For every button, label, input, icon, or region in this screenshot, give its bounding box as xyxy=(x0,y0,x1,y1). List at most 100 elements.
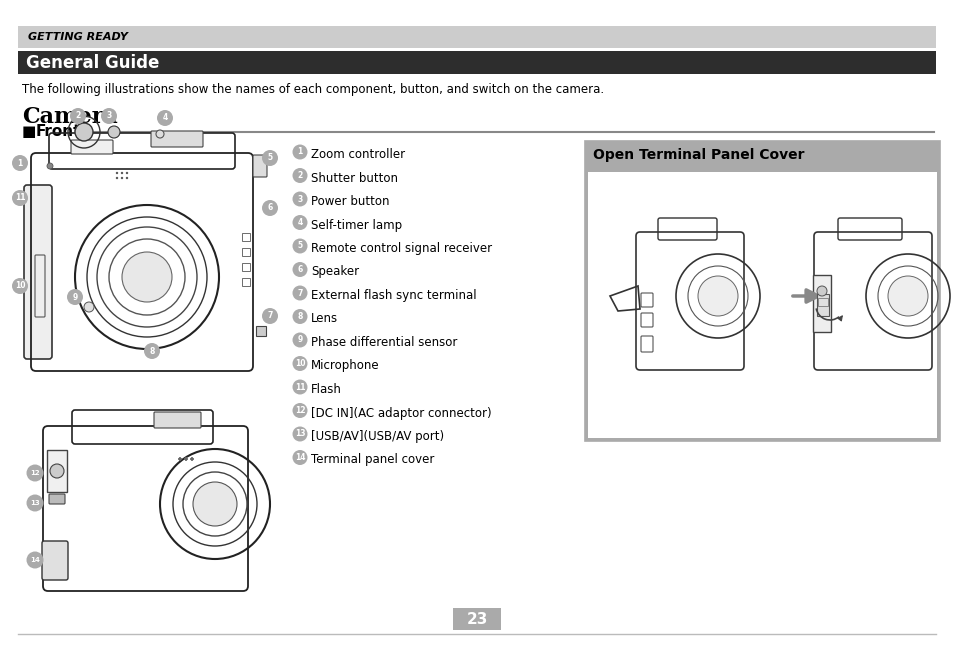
FancyBboxPatch shape xyxy=(42,541,68,580)
Circle shape xyxy=(184,457,188,461)
Circle shape xyxy=(191,457,193,461)
Circle shape xyxy=(293,356,307,371)
Circle shape xyxy=(115,172,118,174)
Circle shape xyxy=(178,457,181,461)
Circle shape xyxy=(75,123,92,141)
Circle shape xyxy=(191,457,193,461)
Circle shape xyxy=(144,343,160,359)
Circle shape xyxy=(178,457,181,461)
Text: 1: 1 xyxy=(297,147,302,156)
Circle shape xyxy=(178,457,181,461)
Bar xyxy=(242,278,250,286)
Text: 6: 6 xyxy=(267,203,273,213)
FancyBboxPatch shape xyxy=(817,298,827,306)
Circle shape xyxy=(293,450,307,465)
Text: 6: 6 xyxy=(297,265,302,274)
Text: 10: 10 xyxy=(14,282,25,291)
Circle shape xyxy=(178,457,181,461)
Circle shape xyxy=(293,426,307,441)
Text: 7: 7 xyxy=(297,289,302,298)
Circle shape xyxy=(193,482,236,526)
Circle shape xyxy=(293,309,307,324)
Circle shape xyxy=(115,177,118,179)
Circle shape xyxy=(121,177,123,179)
Text: 14: 14 xyxy=(294,453,305,462)
Circle shape xyxy=(816,286,826,296)
Bar xyxy=(453,608,500,630)
FancyBboxPatch shape xyxy=(49,494,65,504)
Text: Self-timer lamp: Self-timer lamp xyxy=(311,218,402,231)
Circle shape xyxy=(293,145,307,160)
Text: Remote control signal receiver: Remote control signal receiver xyxy=(311,242,492,255)
Text: Zoom controller: Zoom controller xyxy=(311,148,405,161)
Text: Phase differential sensor: Phase differential sensor xyxy=(311,336,456,349)
Circle shape xyxy=(184,457,188,461)
Bar xyxy=(242,263,250,271)
Circle shape xyxy=(191,457,193,461)
FancyBboxPatch shape xyxy=(47,450,67,492)
Text: 11: 11 xyxy=(14,194,25,202)
Text: 13: 13 xyxy=(294,430,305,439)
Circle shape xyxy=(27,494,44,512)
Text: The following illustrations show the names of each component, button, and switch: The following illustrations show the nam… xyxy=(22,83,603,96)
Text: 1: 1 xyxy=(17,158,23,167)
Text: Flash: Flash xyxy=(311,383,341,396)
Circle shape xyxy=(293,333,307,348)
Circle shape xyxy=(126,172,128,174)
Circle shape xyxy=(50,464,64,478)
Text: 2: 2 xyxy=(75,112,81,121)
Bar xyxy=(255,326,266,336)
Bar xyxy=(18,26,935,48)
FancyBboxPatch shape xyxy=(253,155,267,177)
Text: 4: 4 xyxy=(162,114,168,123)
Text: 3: 3 xyxy=(297,194,302,203)
Text: 3: 3 xyxy=(107,112,112,121)
FancyBboxPatch shape xyxy=(151,131,203,147)
Circle shape xyxy=(293,168,307,183)
Text: Open Terminal Panel Cover: Open Terminal Panel Cover xyxy=(593,148,803,162)
Circle shape xyxy=(293,379,307,395)
Text: External flash sync terminal: External flash sync terminal xyxy=(311,289,476,302)
Text: 13: 13 xyxy=(30,500,40,506)
Circle shape xyxy=(293,191,307,207)
FancyBboxPatch shape xyxy=(153,412,201,428)
Circle shape xyxy=(184,457,188,461)
FancyBboxPatch shape xyxy=(71,140,112,154)
Bar xyxy=(587,172,936,438)
Circle shape xyxy=(121,172,123,174)
Bar xyxy=(584,141,939,169)
Circle shape xyxy=(157,110,172,126)
Text: Shutter button: Shutter button xyxy=(311,171,397,185)
Text: Front: Front xyxy=(36,125,81,140)
Text: 10: 10 xyxy=(294,359,305,368)
Text: Camera: Camera xyxy=(22,106,117,128)
Text: 12: 12 xyxy=(294,406,305,415)
Bar xyxy=(584,141,939,441)
FancyBboxPatch shape xyxy=(812,275,830,332)
Text: 12: 12 xyxy=(30,470,40,476)
Circle shape xyxy=(293,238,307,253)
Text: Speaker: Speaker xyxy=(311,266,358,278)
Circle shape xyxy=(262,200,277,216)
Text: 9: 9 xyxy=(72,293,77,302)
Circle shape xyxy=(47,163,53,169)
Text: GETTING READY: GETTING READY xyxy=(28,32,128,42)
Circle shape xyxy=(262,308,277,324)
Circle shape xyxy=(887,276,927,316)
Text: Power button: Power button xyxy=(311,195,389,208)
Text: Terminal panel cover: Terminal panel cover xyxy=(311,453,434,466)
Text: 5: 5 xyxy=(267,154,273,163)
Bar xyxy=(242,233,250,241)
Text: 7: 7 xyxy=(267,311,273,320)
Text: [USB/AV](USB/AV port): [USB/AV](USB/AV port) xyxy=(311,430,444,443)
Text: 4: 4 xyxy=(297,218,302,227)
Text: Microphone: Microphone xyxy=(311,360,379,373)
FancyBboxPatch shape xyxy=(816,294,828,316)
Circle shape xyxy=(191,457,193,461)
Text: 9: 9 xyxy=(297,335,302,344)
Circle shape xyxy=(70,108,86,124)
Text: ■: ■ xyxy=(22,125,36,140)
FancyBboxPatch shape xyxy=(24,185,52,359)
Circle shape xyxy=(262,150,277,166)
Text: 2: 2 xyxy=(297,171,302,180)
